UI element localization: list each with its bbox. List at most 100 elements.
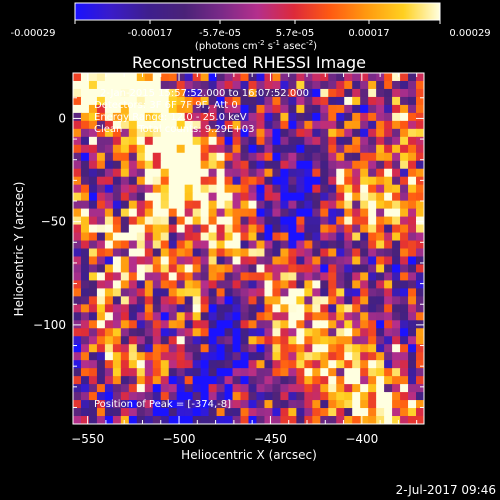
heatmap-cell: [96, 73, 106, 82]
heatmap-cell: [128, 136, 138, 146]
heatmap-cell: [376, 304, 385, 313]
heatmap-cell: [128, 296, 138, 305]
heatmap-cell: [288, 416, 297, 424]
heatmap-cell: [144, 200, 154, 210]
heatmap-cell: [232, 360, 242, 369]
heatmap-cell: [224, 296, 234, 305]
heatmap-cell: [312, 320, 321, 329]
heatmap-cell: [136, 280, 146, 289]
heatmap-cell: [312, 120, 321, 130]
heatmap-cell: [264, 96, 274, 106]
heatmap-cell: [80, 320, 90, 329]
heatmap-cell: [224, 256, 234, 266]
heatmap-cell: [112, 128, 122, 138]
heatmap-cell: [192, 200, 202, 210]
heatmap-cell: [216, 368, 226, 377]
heatmap-cell: [360, 88, 369, 98]
heatmap-cell: [408, 408, 417, 417]
heatmap-cell: [144, 144, 154, 154]
heatmap-cell: [272, 88, 282, 98]
heatmap-cell: [248, 240, 258, 250]
heatmap-cell: [312, 216, 321, 226]
heatmap-cell: [384, 416, 393, 424]
x-tick-label: −500: [163, 432, 196, 446]
heatmap-cell: [328, 280, 337, 289]
heatmap-cell: [80, 176, 90, 186]
heatmap-cell: [224, 384, 234, 393]
heatmap-cell: [112, 304, 122, 313]
heatmap-cell: [256, 128, 266, 138]
heatmap-cell: [224, 368, 234, 377]
heatmap-cell: [320, 176, 329, 186]
heatmap-cell: [336, 216, 345, 226]
heatmap-cell: [328, 104, 337, 114]
heatmap-cell: [88, 232, 98, 242]
heatmap-cell: [200, 96, 210, 106]
heatmap-cell: [288, 112, 297, 122]
heatmap-cell: [392, 416, 401, 424]
heatmap-cell: [288, 136, 297, 146]
heatmap-cell: [416, 312, 424, 321]
heatmap-cell: [96, 152, 106, 162]
heatmap-cell: [352, 184, 361, 194]
heatmap-cell: [232, 256, 242, 266]
heatmap-cell: [336, 376, 345, 385]
heatmap-cell: [416, 152, 424, 162]
heatmap-cell: [152, 376, 162, 385]
heatmap-cell: [312, 328, 321, 337]
heatmap-cell: [352, 200, 361, 210]
heatmap-cell: [400, 224, 409, 234]
heatmap-cell: [168, 136, 178, 146]
heatmap-cell: [80, 136, 90, 146]
heatmap-cell: [304, 280, 313, 289]
x-tick-label: −450: [254, 432, 287, 446]
heatmap-cell: [336, 384, 345, 393]
heatmap-cell: [304, 144, 313, 154]
heatmap-cell: [120, 112, 130, 122]
heatmap-cell: [272, 400, 282, 409]
heatmap-cell: [296, 384, 305, 393]
heatmap-cell: [336, 368, 345, 377]
heatmap-cell: [408, 376, 417, 385]
heatmap-cell: [152, 112, 162, 122]
heatmap-cell: [384, 280, 393, 289]
heatmap-cell: [272, 184, 282, 194]
heatmap-cell: [224, 264, 234, 274]
heatmap-cell: [360, 320, 369, 329]
heatmap-cell: [304, 104, 313, 114]
heatmap-cell: [88, 360, 98, 369]
heatmap-cell: [336, 192, 345, 202]
heatmap-cell: [240, 104, 250, 114]
heatmap-cell: [280, 144, 289, 154]
heatmap-cell: [320, 256, 329, 266]
annotation-detectors: Detectors: 3F 6F 7F 9F, Att 0: [94, 100, 238, 111]
heatmap-cell: [208, 112, 218, 122]
heatmap-cell: [192, 192, 202, 202]
heatmap-cell: [280, 112, 289, 122]
heatmap-cell: [280, 272, 289, 282]
heatmap-cell: [136, 208, 146, 218]
heatmap-cell: [88, 73, 98, 82]
heatmap-cell: [296, 208, 305, 218]
heatmap-cell: [80, 400, 90, 409]
heatmap-cell: [344, 232, 353, 242]
heatmap-cell: [376, 328, 385, 337]
heatmap-cell: [200, 88, 210, 98]
heatmap-cell: [272, 112, 282, 122]
heatmap-cell: [80, 216, 90, 226]
heatmap-cell: [144, 240, 154, 250]
heatmap-cell: [296, 296, 305, 305]
heatmap-cell: [376, 88, 385, 98]
heatmap-cell: [168, 152, 178, 162]
heatmap-cell: [400, 208, 409, 218]
heatmap-cell: [312, 368, 321, 377]
heatmap-cell: [240, 240, 250, 250]
heatmap-cell: [320, 152, 329, 162]
heatmap-cell: [344, 208, 353, 218]
heatmap-cell: [208, 384, 218, 393]
heatmap-cell: [96, 328, 106, 337]
heatmap-cell: [120, 160, 130, 170]
heatmap-cell: [312, 400, 321, 409]
heatmap-cell: [336, 360, 345, 369]
heatmap-cell: [112, 376, 122, 385]
